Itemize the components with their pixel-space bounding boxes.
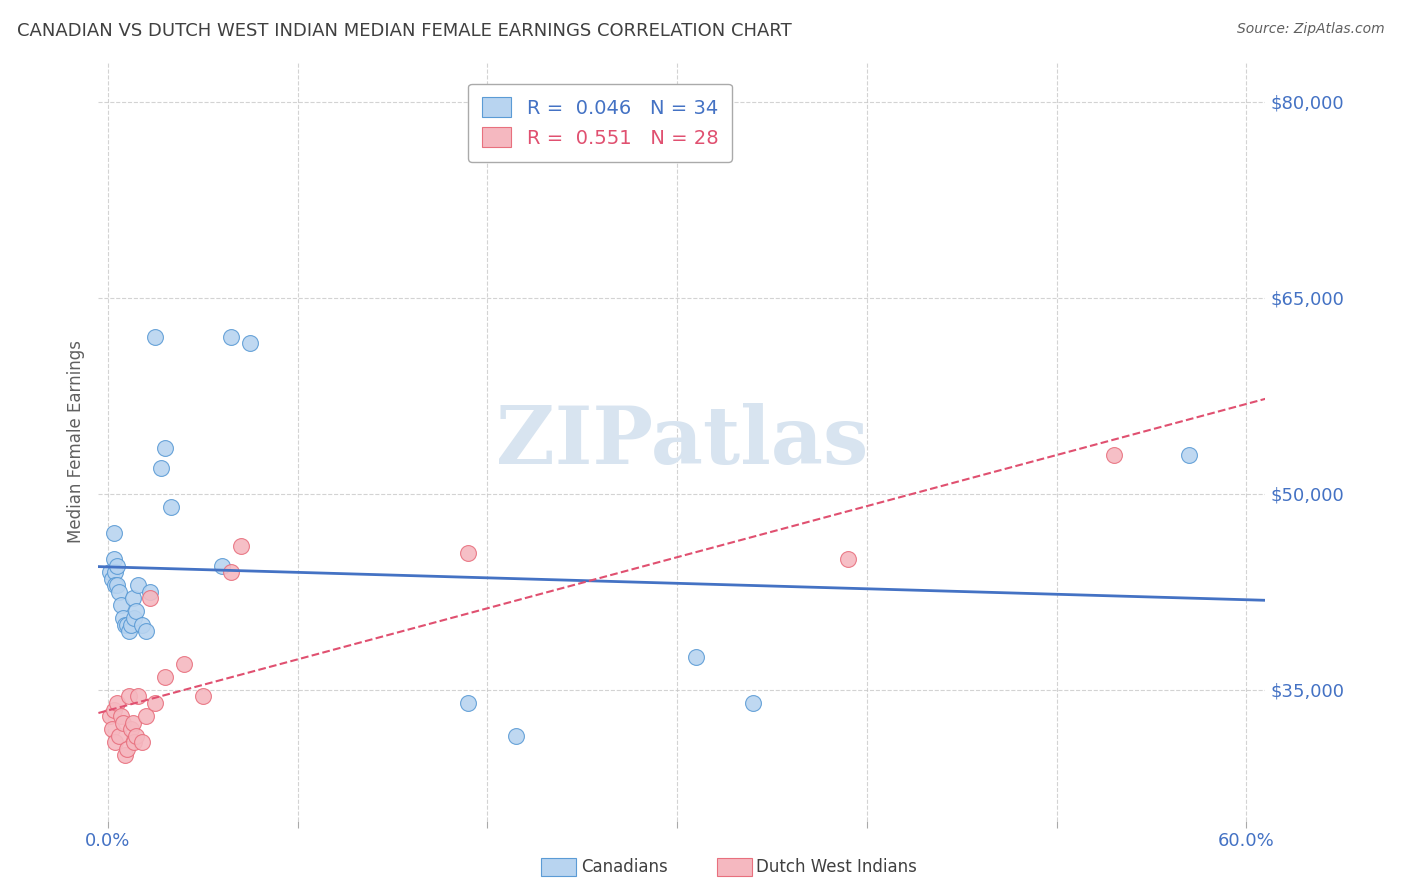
Point bbox=[114, 748, 136, 763]
Point bbox=[110, 709, 132, 723]
Point bbox=[153, 670, 176, 684]
Point bbox=[103, 526, 125, 541]
Point bbox=[120, 617, 142, 632]
Point bbox=[125, 605, 148, 619]
Point bbox=[104, 578, 127, 592]
Point bbox=[135, 624, 157, 639]
Point bbox=[120, 722, 142, 736]
Point bbox=[131, 735, 153, 749]
Point bbox=[239, 336, 262, 351]
Point bbox=[229, 539, 252, 553]
Point bbox=[115, 617, 138, 632]
Point bbox=[118, 624, 141, 639]
Point bbox=[100, 722, 122, 736]
Point bbox=[219, 330, 242, 344]
Point bbox=[121, 715, 143, 730]
Point bbox=[114, 617, 136, 632]
Text: Source: ZipAtlas.com: Source: ZipAtlas.com bbox=[1237, 22, 1385, 37]
Point bbox=[125, 729, 148, 743]
Point bbox=[104, 566, 127, 580]
Point bbox=[105, 696, 128, 710]
Point bbox=[191, 690, 214, 704]
Point bbox=[127, 578, 149, 592]
Point bbox=[118, 690, 141, 704]
Text: CANADIAN VS DUTCH WEST INDIAN MEDIAN FEMALE EARNINGS CORRELATION CHART: CANADIAN VS DUTCH WEST INDIAN MEDIAN FEM… bbox=[17, 22, 792, 40]
Point bbox=[143, 330, 166, 344]
Point bbox=[150, 460, 173, 475]
Point bbox=[115, 741, 138, 756]
Point bbox=[457, 546, 479, 560]
Point bbox=[143, 696, 166, 710]
Point bbox=[138, 585, 160, 599]
Point bbox=[127, 690, 149, 704]
Point bbox=[837, 552, 859, 566]
Point bbox=[108, 729, 131, 743]
Point bbox=[131, 617, 153, 632]
Point bbox=[173, 657, 195, 671]
Text: Dutch West Indians: Dutch West Indians bbox=[756, 858, 917, 876]
Point bbox=[457, 696, 479, 710]
Point bbox=[105, 558, 128, 573]
Text: Canadians: Canadians bbox=[581, 858, 668, 876]
Point bbox=[105, 578, 128, 592]
Point bbox=[505, 729, 527, 743]
Point bbox=[742, 696, 765, 710]
Text: ZIPatlas: ZIPatlas bbox=[496, 402, 868, 481]
Point bbox=[110, 598, 132, 612]
Point bbox=[135, 709, 157, 723]
Point bbox=[100, 572, 122, 586]
Point bbox=[104, 735, 127, 749]
Legend: R =  0.046   N = 34, R =  0.551   N = 28: R = 0.046 N = 34, R = 0.551 N = 28 bbox=[468, 84, 733, 161]
Point bbox=[1102, 448, 1125, 462]
Point bbox=[211, 558, 233, 573]
Point bbox=[103, 702, 125, 716]
Point bbox=[124, 735, 146, 749]
Point bbox=[112, 611, 135, 625]
Point bbox=[103, 552, 125, 566]
Y-axis label: Median Female Earnings: Median Female Earnings bbox=[66, 340, 84, 543]
Point bbox=[219, 566, 242, 580]
Point bbox=[159, 500, 181, 514]
Point bbox=[153, 441, 176, 455]
Point bbox=[685, 650, 707, 665]
Point bbox=[112, 715, 135, 730]
Point bbox=[98, 566, 121, 580]
Point bbox=[98, 709, 121, 723]
Point bbox=[1178, 448, 1201, 462]
Point bbox=[138, 591, 160, 606]
Point bbox=[121, 591, 143, 606]
Point bbox=[124, 611, 146, 625]
Point bbox=[108, 585, 131, 599]
